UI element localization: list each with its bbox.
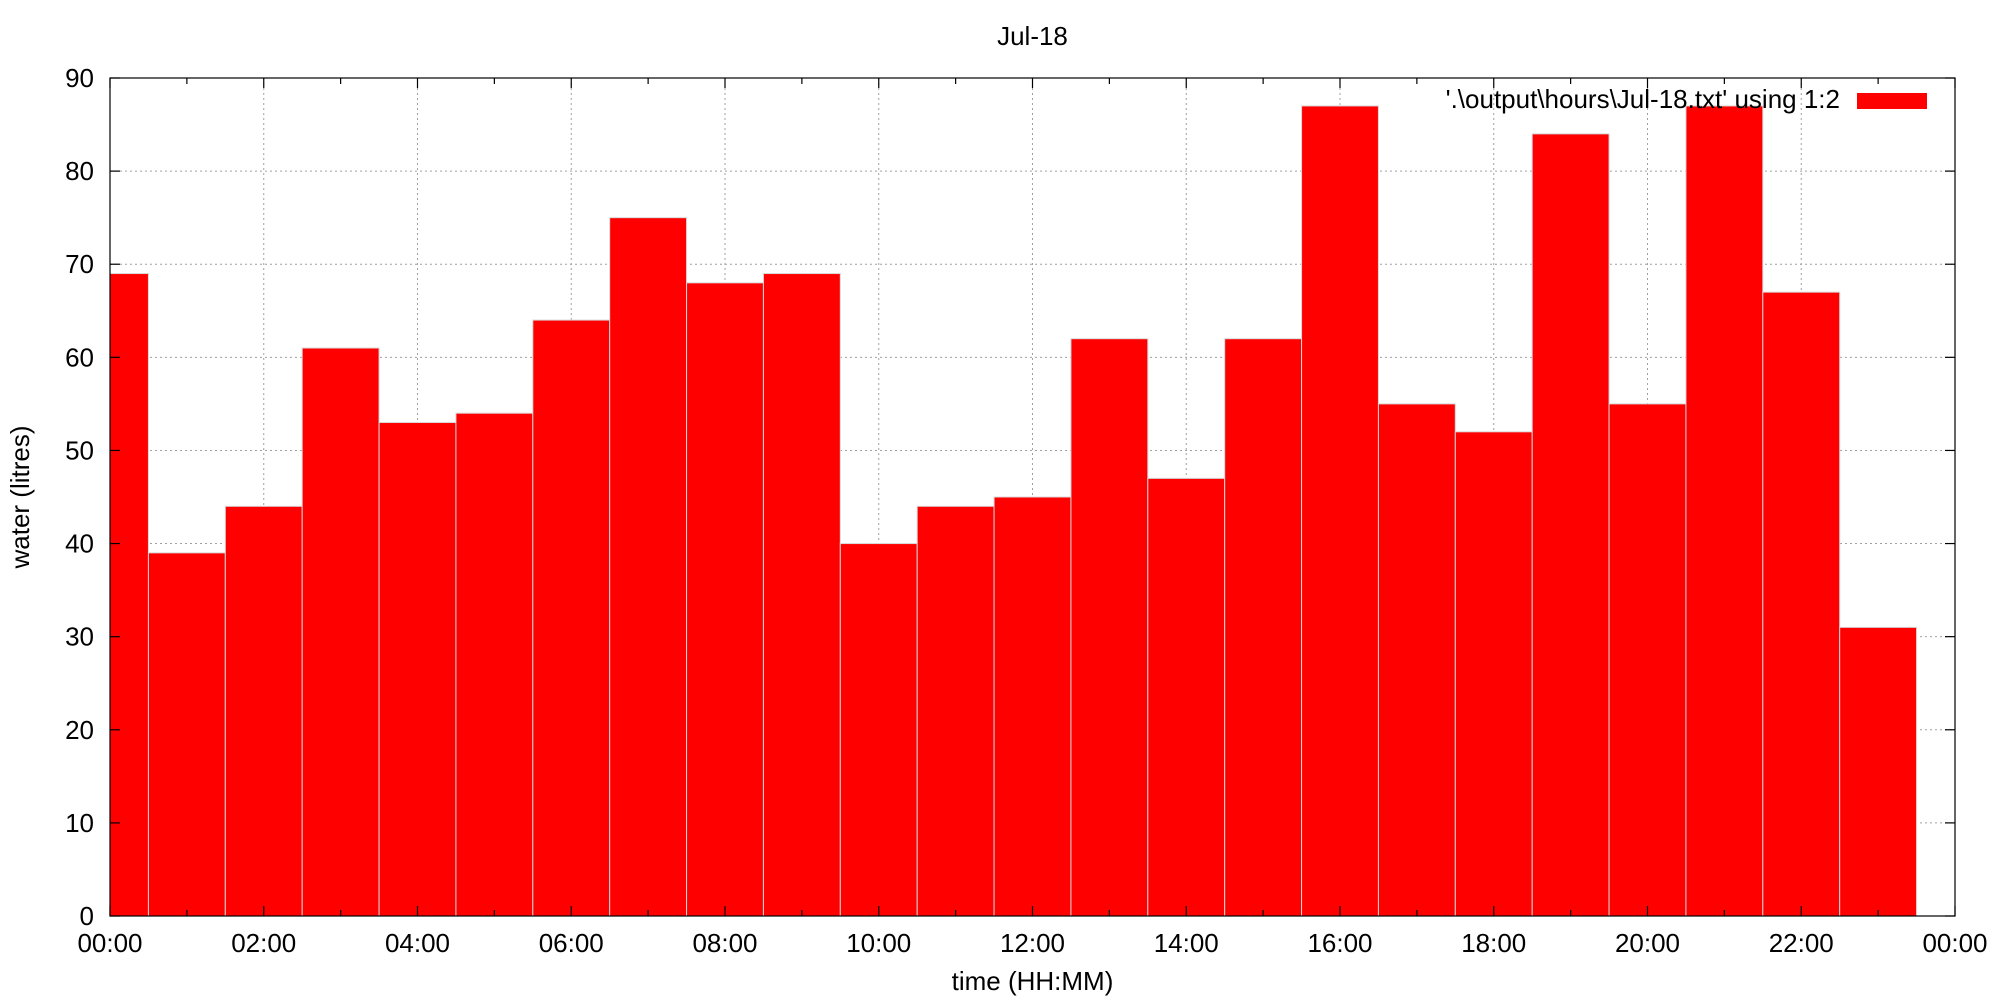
y-tick-label: 60: [65, 342, 94, 372]
x-tick-label: 18:00: [1461, 928, 1526, 958]
bar: [301, 347, 380, 917]
bar: [1531, 133, 1610, 917]
bar: [1762, 291, 1841, 917]
bar: [916, 505, 995, 917]
y-tick-label: 90: [65, 63, 94, 93]
x-tick-label: 14:00: [1154, 928, 1219, 958]
bar: [1224, 338, 1303, 917]
y-tick-label: 50: [65, 435, 94, 465]
y-tick-label: 80: [65, 156, 94, 186]
x-tick-label: 12:00: [1000, 928, 1065, 958]
bar: [1147, 477, 1226, 917]
bar: [378, 422, 457, 917]
bar: [839, 543, 918, 917]
bar: [1685, 105, 1764, 917]
x-axis-label: time (HH:MM): [952, 966, 1114, 996]
x-tick-label: 08:00: [692, 928, 757, 958]
y-tick-label: 10: [65, 808, 94, 838]
bar: [532, 319, 611, 917]
y-tick-label: 20: [65, 715, 94, 745]
bar: [1070, 338, 1149, 917]
bar: [109, 273, 149, 917]
x-tick-labels: 00:00 02:00 04:00 06:00 08:00 10:00 12:00 14:00…: [77, 928, 1987, 958]
bar: [1608, 403, 1687, 917]
x-tick-label: 00:00: [77, 928, 142, 958]
x-tick-label: 10:00: [846, 928, 911, 958]
y-tick-label: 30: [65, 622, 94, 652]
bars: [109, 105, 1918, 917]
bar: [609, 217, 688, 917]
x-tick-label: 22:00: [1769, 928, 1834, 958]
x-tick-label: 00:00: [1922, 928, 1987, 958]
y-tick-label: 70: [65, 249, 94, 279]
bar: [455, 412, 534, 917]
legend-label: '.\output\hours\Jul-18.txt' using 1:2: [1446, 84, 1840, 114]
y-tick-label: 40: [65, 529, 94, 559]
bar: [1454, 431, 1533, 917]
bar: [1377, 403, 1456, 917]
x-tick-label: 02:00: [231, 928, 296, 958]
x-tick-label: 20:00: [1615, 928, 1680, 958]
legend: '.\output\hours\Jul-18.txt' using 1:2: [1446, 84, 1927, 114]
bar: [147, 552, 226, 917]
y-tick-labels: 0 10 20 30 40 50 60 70 80 90: [65, 63, 94, 931]
x-tick-label: 04:00: [385, 928, 450, 958]
bar: [993, 496, 1072, 917]
bar: [762, 273, 841, 917]
bar: [224, 505, 303, 917]
x-tick-label: 06:00: [539, 928, 604, 958]
ticks: [109, 77, 1956, 917]
bar: [686, 282, 764, 917]
bar: [1839, 626, 1918, 917]
bar: [1301, 105, 1379, 917]
y-tick-label: 0: [80, 901, 94, 931]
x-tick-label: 16:00: [1307, 928, 1372, 958]
chart-title: Jul-18: [997, 21, 1068, 51]
y-axis-label: water (litres): [5, 425, 35, 569]
legend-swatch: [1857, 93, 1927, 109]
